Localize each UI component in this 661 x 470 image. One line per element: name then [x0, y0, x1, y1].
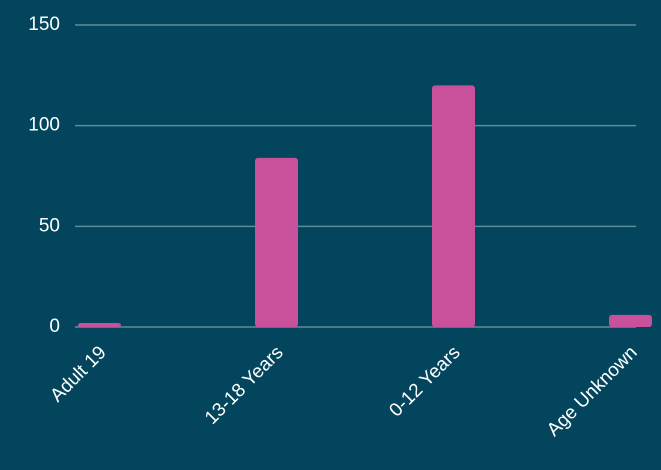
bar [78, 322, 121, 327]
y-tick-label: 50 [39, 215, 60, 236]
y-tick-label: 0 [49, 316, 60, 337]
y-tick-label: 150 [28, 14, 60, 35]
bar [609, 314, 652, 327]
y-tick-label: 100 [28, 115, 60, 136]
bar [255, 157, 298, 327]
bar [432, 85, 475, 328]
